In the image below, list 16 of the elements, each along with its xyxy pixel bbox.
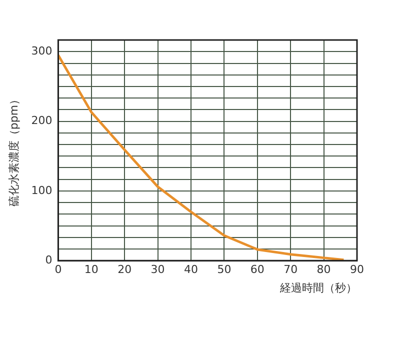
x-tick-label: 30 [150,263,165,276]
y-tick-label: 100 [31,184,52,197]
x-axis-title: 経過時間（秒） [279,281,357,294]
x-tick-label: 60 [250,263,264,276]
x-tick-label: 20 [118,263,132,276]
x-tick-label: 40 [184,263,198,276]
y-axis-title: 硫化水素濃度（ppm） [7,94,20,207]
x-tick-label: 0 [54,263,62,276]
y-tick-label: 300 [31,44,52,58]
x-tick-label: 90 [350,263,364,276]
x-tick-label: 80 [316,263,331,276]
y-tick-label: 200 [31,114,52,128]
x-tick-label: 10 [84,263,98,276]
x-tick-label: 70 [284,263,298,276]
y-tick-label: 0 [45,253,52,266]
x-tick-label: 50 [217,263,232,276]
